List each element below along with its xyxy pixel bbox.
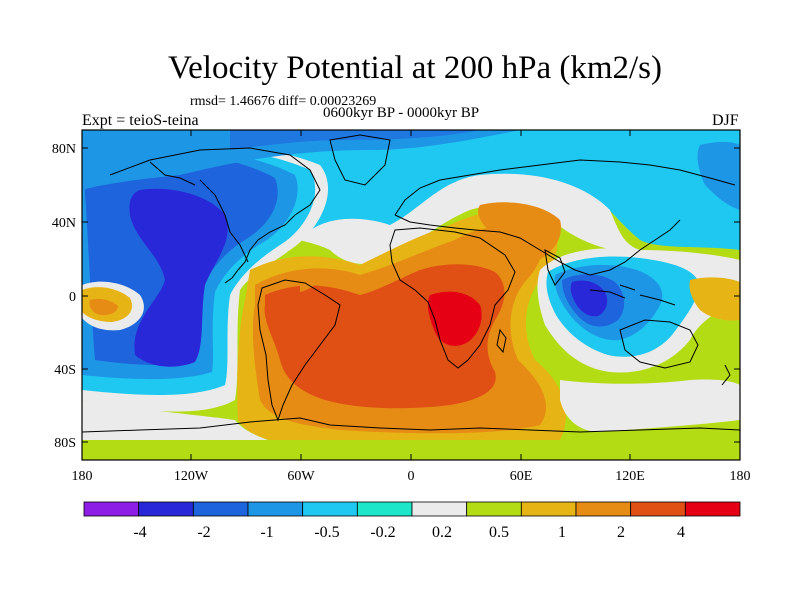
y-label-40s: 40S [54,363,76,378]
colorbar-swatch [302,501,358,517]
x-label-0: 0 [408,469,415,484]
y-label-40n: 40N [52,216,76,231]
colorbar-swatch [630,501,686,517]
colorbar-label: -0.5 [314,524,339,541]
x-label-120e: 120E [615,469,645,484]
colorbar-swatch [575,501,632,517]
colorbar [83,501,741,517]
colorbar-label: 2 [617,524,625,541]
x-label-180e: 180 [730,469,751,484]
colorbar-swatch [192,501,249,517]
plot-title: Velocity Potential at 200 hPa (km2/s) [167,50,663,86]
colorbar-label: -0.2 [370,524,395,541]
contour-field [82,130,740,460]
colorbar-swatch [138,501,194,517]
colorbar-swatch [466,501,522,517]
colorbar-swatch [520,501,577,517]
colorbar-label: 1 [558,524,566,541]
colorbar-swatch [356,501,413,517]
y-label-eq: 0 [69,290,76,305]
y-label-80n: 80N [52,142,76,157]
x-label-120w: 120W [174,469,209,484]
colorbar-label: -2 [197,524,210,541]
colorbar-label: 0.2 [432,524,452,541]
colorbar-swatch [83,501,140,517]
x-label-60e: 60E [510,469,533,484]
rmsd-diff-stats: rmsd= 1.46676 diff= 0.00023269 [190,94,377,109]
colorbar-label: -1 [260,524,273,541]
colorbar-labels: -4 -2 -1 -0.5 -0.2 0.2 0.5 1 2 4 [133,524,685,541]
x-label-60w: 60W [287,469,315,484]
colorbar-swatch [411,501,468,517]
colorbar-label: 4 [677,524,685,541]
y-label-80s: 80S [54,436,76,451]
x-label-180w: 180 [72,469,93,484]
season-label: DJF [712,112,739,129]
colorbar-label: -4 [133,524,146,541]
colorbar-label: 0.5 [489,524,509,541]
period-subtitle: 0600kyr BP - 0000kyr BP [323,105,480,121]
colorbar-swatch [247,501,304,517]
experiment-label: Expt = teioS-teina [82,112,199,129]
coastlines [82,134,740,433]
colorbar-swatch [684,501,741,517]
